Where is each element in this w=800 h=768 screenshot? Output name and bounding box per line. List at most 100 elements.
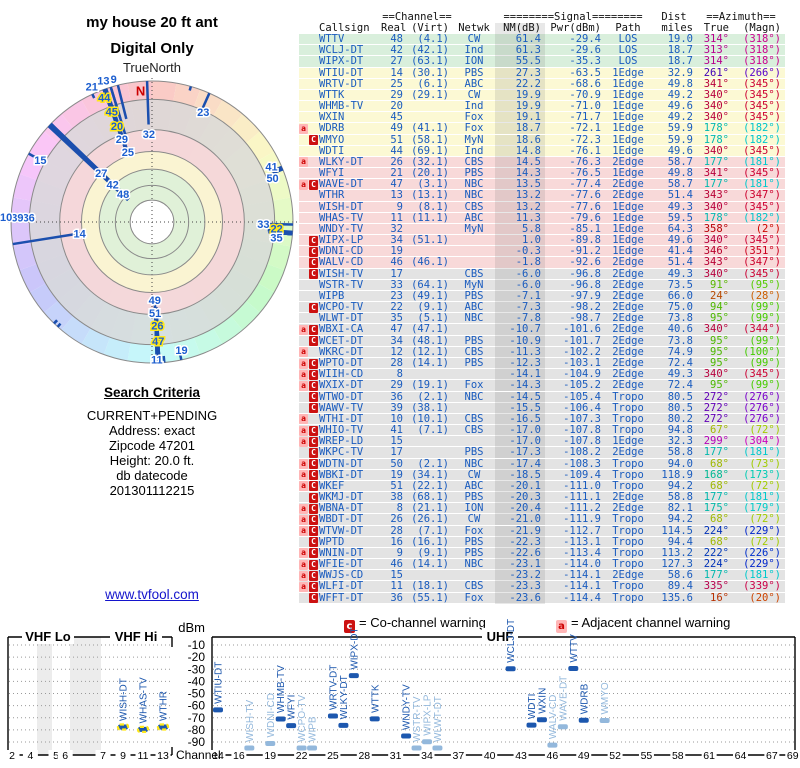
polar-channel-label: 35: [270, 232, 282, 244]
callsign: WFIE-DT: [319, 558, 364, 571]
y-axis-tick-label: -30: [188, 662, 206, 676]
signal-bar: [136, 725, 150, 733]
co-channel-warning-icon: C: [309, 325, 318, 336]
adjacent-channel-warning-icon: a: [299, 514, 308, 525]
band-label-uhf: UHF: [487, 629, 514, 644]
channel-tick-label: 5: [53, 750, 59, 762]
table-row: a C WREP-LD 15 -17.0 -107.8 1Edge 32.3 299° (304°…: [299, 435, 785, 448]
station-line: [91, 93, 96, 99]
co-channel-warning-icon: C: [309, 380, 318, 391]
table-row: WHAS-TV 11 (11.1) ABC 11.3 -79.6 1Edge 59.5 178°…: [299, 212, 785, 224]
callsign: WNIN-DT: [319, 546, 364, 559]
y-axis-tick-label: -50: [188, 687, 206, 701]
table-row: C WAWV-TV 39 (38.1) -15.5 -106.4 Tropo 80.5 272°…: [299, 402, 785, 414]
callsign: WFFT-DT: [319, 591, 364, 604]
station-line: [278, 168, 284, 172]
station-line: [197, 92, 211, 117]
co-channel-warning-icon: c: [344, 620, 355, 633]
co-channel-warning-icon: C: [309, 492, 318, 503]
table-row: C WMYO 51 (58.1) MyN 18.6 -72.3 1Edge 59.9 178° (1…: [299, 133, 785, 146]
bar-callsign-label: WIPB: [308, 716, 319, 742]
channel-tick-label: 67: [766, 750, 778, 762]
callsign: WWJS-CD: [319, 569, 364, 582]
callsign: WKRC-DT: [319, 345, 364, 358]
adjacent-channel-warning-icon: a: [299, 347, 308, 358]
channel-tick-label: 13: [157, 750, 169, 762]
y-axis-tick-label: -80: [188, 723, 206, 737]
signal-bar: [265, 740, 276, 746]
callsign: WXIN: [319, 111, 345, 124]
station-line: [188, 86, 193, 91]
channel-tick-label: 34: [421, 750, 433, 762]
callsign: WNDY-TV: [319, 222, 364, 235]
co-channel-warning-icon: C: [309, 548, 318, 559]
callsign: WBDT-DT: [319, 513, 364, 526]
co-channel-warning-icon: C: [309, 235, 318, 246]
bar-callsign-label: WMYO: [600, 682, 611, 714]
bar-callsign-label: WDRB: [579, 683, 590, 714]
bar-callsign-label: WSTR-TV: [412, 696, 423, 742]
table-row: C WKPC-TV 17 PBS -17.3 -108.2 2Edge 58.8 177° (18…: [299, 447, 785, 459]
adjacent-channel-warning-icon: a: [299, 380, 308, 391]
callsign: WFYI: [319, 167, 345, 180]
callsign: WDTI: [319, 144, 345, 157]
callsign: WHMB-TV: [319, 100, 364, 113]
co-channel-warning-icon: C: [309, 436, 318, 447]
table-row: WIPX-DT 27 (63.1) ION 55.5 -35.3 LOS 18.7 314° (3…: [299, 56, 785, 68]
signal-bar: [536, 717, 547, 723]
co-channel-warning-icon: C: [309, 369, 318, 380]
polar-channel-label: 29: [116, 134, 128, 146]
table-row: WFYI 21 (20.1) PBS 14.3 -76.5 1Edge 49.8 341° (34…: [299, 167, 785, 180]
channel-tick-label: 46: [547, 750, 559, 762]
table-row: a C WNIN-DT 9 (9.1) PBS -22.6 -113.4 Tropo 113.2 2…: [299, 546, 785, 560]
table-row: a C WAVE-DT 47 (3.1) NBC 13.5 -77.4 2Edge 58.7 177…: [299, 179, 785, 191]
callsign: WCPO-TV: [319, 301, 364, 314]
co-channel-warning-icon: C: [309, 246, 318, 257]
co-channel-warning-icon: C: [309, 503, 318, 514]
co-channel-warning-icon: C: [309, 336, 318, 347]
callsign: WPTD: [319, 535, 345, 548]
co-channel-warning-icon: C: [309, 135, 318, 146]
table-row: a C WBKI-DT 19 (34.1) CW -18.5 -109.4 Tropo 118.9…: [299, 469, 785, 481]
callsign: WCET-DT: [319, 334, 364, 347]
station-line: [153, 311, 159, 363]
polar-channel-label: 15: [34, 155, 46, 167]
channel-tick-label: 69: [787, 750, 799, 762]
channel-tick-label: 52: [609, 750, 621, 762]
adjacent-channel-warning-icon: a: [299, 157, 308, 168]
table-row: WTTV 48 (4.1) CW 61.4 -29.4 LOS 19.0 314° (318°): [299, 33, 785, 46]
table-row: WXIN 45 Fox 19.1 -71.7 1Edge 49.2 340° (345°): [299, 111, 785, 124]
co-channel-warning-icon: C: [309, 179, 318, 190]
polar-channel-label: 27: [95, 168, 107, 180]
tvfool-link[interactable]: www.tvfool.com: [105, 587, 199, 602]
bar-callsign-label: WNDY-TV: [402, 684, 413, 730]
table-row: WDTI 44 (69.1) Ind 14.8 -76.1 1Edge 49.6 340° (34…: [299, 144, 785, 157]
db-datecode-label: db datecode: [116, 468, 188, 483]
callsign: WMYO: [319, 133, 345, 146]
table-row: C WALV-CD 46 (46.1) -1.8 -92.6 2Edge 51.4 343° (3…: [299, 257, 785, 269]
table-row: C WDNI-CD 19 -0.3 -91.2 1Edge 41.4 346° (351°): [299, 246, 785, 258]
polar-channel-label: 14: [73, 228, 86, 240]
channel-tick-label: 16: [233, 750, 245, 762]
callsign: WLFI-DT: [319, 580, 364, 593]
adjacent-channel-warning-icon: a: [299, 548, 308, 559]
table-row: a WLKY-DT 26 (32.1) CBS 14.5 -76.3 2Edge 58.7 177…: [299, 156, 785, 169]
callsign: WREP-LD: [319, 435, 364, 448]
signal-bar: [286, 723, 297, 729]
table-row: a C WHIO-TV 41 (7.1) CBS -17.0 -107.8 Tropo 94.8 6…: [299, 424, 785, 437]
station-line: [267, 228, 293, 234]
table-row: C WCPO-TV 22 (9.1) ABC -7.3 -98.2 2Edge 75.0 94°(…: [299, 301, 785, 314]
y-axis-tick-label: -10: [188, 638, 206, 652]
table-row: WLWT-DT 35 (5.1) NBC -7.8 -98.7 2Edge 73.8 95° (9…: [299, 313, 785, 325]
channel-tick-label: 6: [62, 750, 68, 762]
table-row: a C WKEF 51 (22.1) ABC -20.1 -111.0 Tropo 94.2 68°…: [299, 480, 785, 493]
station-line: [116, 84, 128, 120]
callsign: WBNA-DT: [319, 502, 364, 515]
callsign: WSTR-TV: [319, 278, 364, 291]
polar-channel-label: 9: [111, 74, 117, 86]
station-lines: [11, 81, 294, 363]
callsign: WDTN-DT: [319, 457, 364, 470]
table-row: C WTWO-DT 36 (2.1) NBC -14.5 -105.4 Tropo 80.5 27…: [299, 391, 785, 403]
criteria-address: Address: exact: [109, 423, 195, 438]
